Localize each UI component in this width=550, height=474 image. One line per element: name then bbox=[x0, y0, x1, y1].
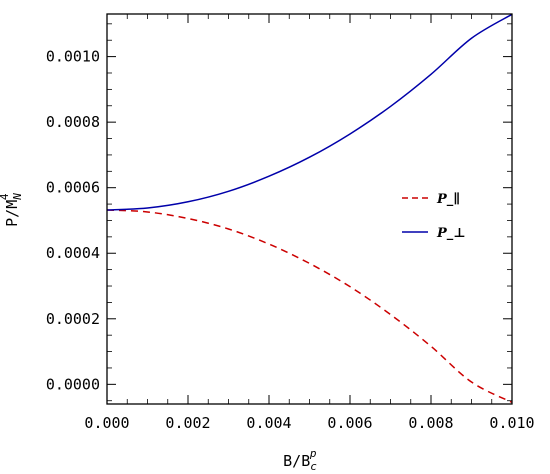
x-tick-label: 0.010 bbox=[489, 414, 534, 432]
series-group bbox=[106, 13, 513, 404]
x-tick-label: 0.004 bbox=[246, 414, 291, 432]
y-tick-label: 0.0002 bbox=[46, 310, 100, 328]
y-axis-label: P/MN4 bbox=[0, 193, 24, 227]
y-tick-label: 0.0010 bbox=[46, 48, 100, 66]
y-tick-labels: 0.0000 0.0002 0.0004 0.0006 0.0008 0.0010 bbox=[46, 48, 100, 394]
y-tick-label: 0.0008 bbox=[46, 113, 100, 131]
x-tick-label: 0.000 bbox=[84, 414, 129, 432]
x-tick-label: 0.002 bbox=[165, 414, 210, 432]
plot-frame bbox=[106, 13, 513, 405]
y-tick-label: 0.0006 bbox=[46, 179, 100, 197]
legend-label-perpendicular: P_⊥ bbox=[436, 226, 466, 241]
legend: P_∥ P_⊥ bbox=[402, 192, 466, 241]
x-tick-label: 0.006 bbox=[327, 414, 372, 432]
x-tick-labels: 0.000 0.002 0.004 0.006 0.008 0.010 bbox=[84, 414, 534, 432]
y-tick-label: 0.0000 bbox=[46, 375, 100, 393]
legend-label-parallel: P_∥ bbox=[436, 192, 460, 207]
series-line-perpendicular bbox=[106, 13, 513, 211]
x-axis-label: B/Bcp bbox=[283, 447, 317, 473]
series-line-parallel bbox=[106, 209, 513, 404]
y-tick-label: 0.0004 bbox=[46, 244, 100, 262]
ticks bbox=[106, 14, 513, 404]
x-tick-label: 0.008 bbox=[408, 414, 453, 432]
